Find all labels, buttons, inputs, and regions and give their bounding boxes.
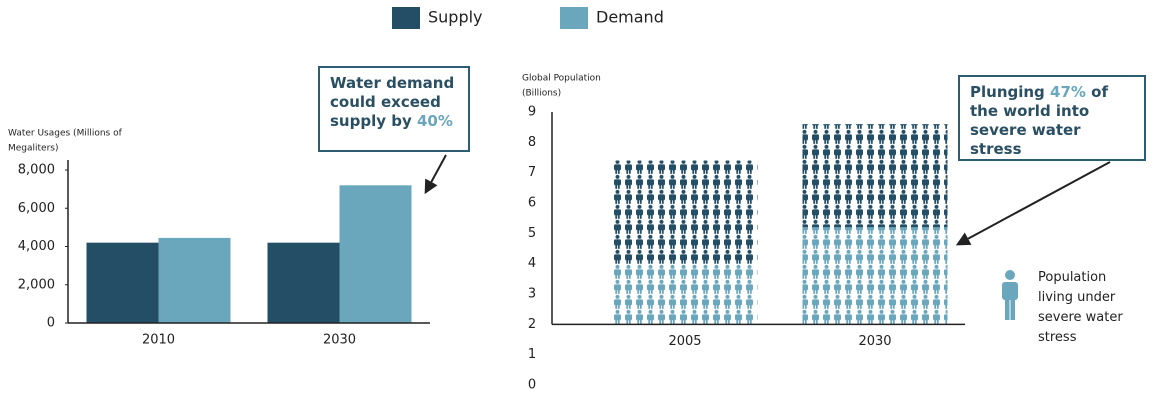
annotation-text: Water demand could exceed supply by — [330, 74, 455, 130]
y-axis-title: (Billions) — [522, 89, 561, 99]
annotation: Plunging 47% of the world into severe wa… — [958, 75, 1146, 161]
y-tick-label: 4,000 — [18, 239, 55, 254]
bar — [158, 237, 231, 323]
icon-stack — [612, 263, 758, 325]
y-tick-label: 6 — [528, 196, 536, 211]
y-tick-label: 2 — [528, 317, 536, 332]
annotation-text: Plunging — [970, 83, 1045, 101]
icon-stack — [802, 227, 948, 325]
y-tick-label: 2,000 — [18, 277, 55, 292]
y-axis-title: Water Usages (Millions of — [8, 129, 123, 139]
icon-stack — [802, 124, 948, 228]
x-tick-label: 2010 — [142, 333, 175, 348]
y-tick-label: 3 — [528, 287, 536, 302]
legend-icon — [1002, 270, 1018, 320]
y-tick-label: 8,000 — [18, 163, 55, 178]
legend-label: Demand — [596, 8, 664, 27]
annotation-highlight: 40% — [416, 112, 453, 130]
y-tick-label: 5 — [528, 226, 536, 241]
bar — [267, 242, 340, 323]
arrow — [424, 154, 447, 195]
y-tick-label: 0 — [528, 378, 536, 393]
arrow — [955, 161, 1111, 246]
y-tick-label: 6,000 — [18, 201, 55, 216]
y-tick-label: 4 — [528, 256, 536, 271]
bar — [86, 242, 159, 323]
legend-swatch — [560, 7, 588, 29]
x-tick-label: 2030 — [858, 334, 891, 349]
y-tick-label: 0 — [47, 316, 55, 331]
y-tick-label: 7 — [528, 165, 536, 180]
y-tick-label: 9 — [528, 105, 536, 120]
icon-stack — [612, 160, 758, 264]
y-axis-title: Megaliters) — [8, 144, 59, 154]
x-tick-label: 2005 — [668, 334, 701, 349]
annotation-highlight: 47% — [1050, 83, 1086, 101]
annotation-text: of the world into severe water stress — [970, 83, 1109, 158]
legend-label: Population living under severe water str… — [1038, 270, 1123, 345]
annotation: Water demand could exceed supply by 40% — [318, 66, 470, 152]
bar — [339, 185, 412, 323]
y-axis-title: Global Population — [522, 74, 601, 84]
y-tick-label: 1 — [528, 347, 536, 362]
legend-swatch — [392, 7, 420, 29]
legend-label: Supply — [428, 8, 483, 27]
y-tick-label: 8 — [528, 135, 536, 150]
x-tick-label: 2030 — [323, 333, 356, 348]
